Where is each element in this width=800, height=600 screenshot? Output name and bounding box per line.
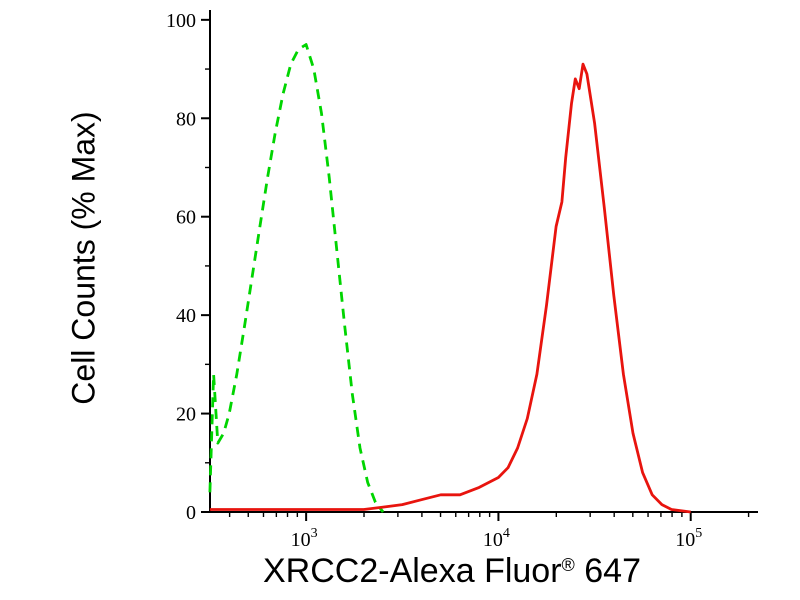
y-tick-label: 40 bbox=[176, 305, 196, 327]
green-dashed-curve bbox=[208, 43, 385, 513]
x-axis-title-suffix: 647 bbox=[574, 552, 641, 590]
y-tick-label: 0 bbox=[186, 502, 196, 524]
y-tick-label: 100 bbox=[166, 10, 196, 32]
x-tick-label: 104 bbox=[483, 526, 510, 551]
x-axis-title-main: XRCC2-Alexa Fluor bbox=[263, 552, 562, 590]
y-tick-label: 20 bbox=[176, 404, 196, 426]
y-tick-label: 80 bbox=[176, 108, 196, 130]
red-solid-curve bbox=[209, 62, 691, 514]
x-axis-title: XRCC2-Alexa Fluor® 647 bbox=[263, 552, 641, 591]
y-axis-title: Cell Counts (% Max) bbox=[65, 111, 102, 405]
y-tick-label: 60 bbox=[176, 207, 196, 229]
registered-trademark-icon: ® bbox=[561, 555, 575, 575]
x-tick-label: 105 bbox=[675, 526, 702, 551]
x-tick-label: 103 bbox=[291, 526, 318, 551]
